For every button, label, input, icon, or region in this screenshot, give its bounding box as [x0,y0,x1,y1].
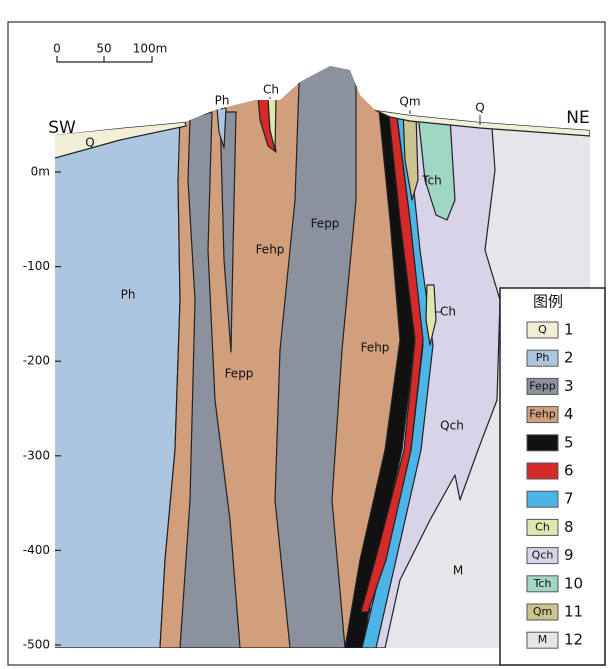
direction: SW [48,118,76,138]
unit-label: Fepp [225,367,254,381]
legend-number: 3 [564,377,574,395]
legend-number: 8 [564,518,574,536]
depth-label: -400 [23,543,50,557]
scale-bar [57,56,152,62]
legend-number: 11 [564,603,583,621]
legend-number: 7 [564,490,574,508]
legend-label: Qm [533,605,552,618]
legend-swatch [527,491,558,507]
unit-label: Ch [263,83,279,97]
unit-label: Q [475,101,484,115]
unit-label: Fehp [256,243,285,257]
unit-label: Tch [421,174,442,188]
unit-label: Ph [121,288,136,302]
legend-swatch [527,463,558,479]
unit-label: Ph [215,94,230,108]
cross-section: 0 50 100m SW NE Q Ph Ch Qm Q Ph Fepp Feh… [0,0,610,669]
direction: NE [566,108,589,128]
scale-label: 0 [53,42,61,56]
legend-swatch [527,435,558,451]
unit-label: Fehp [361,341,390,355]
legend-number: 2 [564,349,574,367]
scale-label: 100m [133,42,168,56]
legend-number: 9 [564,546,574,564]
legend-number: 12 [564,631,583,649]
legend-label: Fepp [529,379,555,392]
legend-label: Ch [535,520,550,533]
legend-label: M [538,633,548,646]
legend-number: 5 [564,433,574,451]
depth-label: -100 [23,259,50,273]
legend-label: Tch [533,577,552,590]
unit-label: Qm [399,95,420,109]
legend-number: 10 [564,574,583,592]
depth-label: 0m [31,165,50,179]
legend-number: 1 [564,321,574,339]
depth-label: -200 [23,354,50,368]
legend-label: Fehp [529,408,555,421]
legend-label: Q [538,323,547,336]
scale-label: 50 [96,42,111,56]
unit-label: M [453,564,463,578]
depth-label: -300 [23,448,50,462]
unit-label: Ch [440,305,456,319]
legend-label: Qch [532,549,554,562]
unit-label: Qch [440,419,464,433]
unit-label: Q [85,136,94,150]
legend-number: 6 [564,462,574,480]
legend-number: 4 [564,405,574,423]
legend-title: 图例 [533,293,563,311]
legend-label: Ph [536,351,550,364]
unit-label: Fepp [311,217,340,231]
depth-label: -500 [23,638,50,652]
